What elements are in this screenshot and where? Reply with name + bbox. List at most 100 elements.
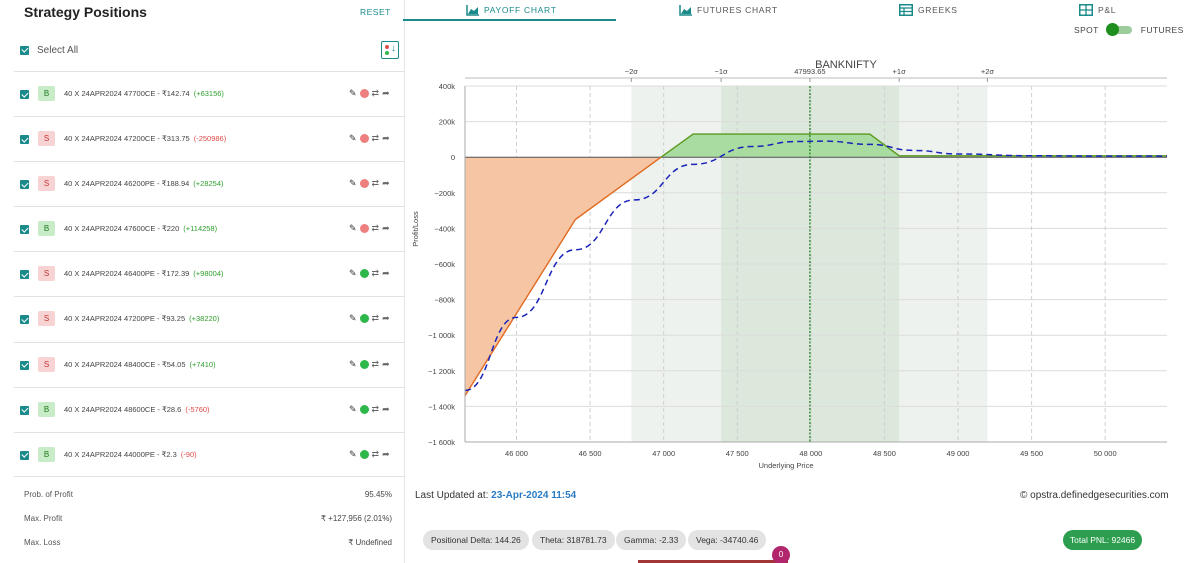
position-checkbox[interactable] — [20, 315, 29, 325]
tab-label: PAYOFF CHART — [484, 5, 557, 15]
position-row[interactable]: B 40 X 24APR2024 44000PE - ₹2.3 (-90) ✎ ⇄ ➦ — [14, 431, 405, 477]
side-badge: S — [38, 176, 55, 192]
position-checkbox[interactable] — [20, 135, 29, 145]
position-row[interactable]: S 40 X 24APR2024 47200CE - ₹313.75 (-25098… — [14, 116, 405, 161]
x-tick-label: 50 000 — [1094, 449, 1117, 458]
status-dot-icon[interactable] — [359, 269, 369, 279]
status-dot-icon[interactable] — [359, 404, 369, 414]
position-checkbox[interactable] — [20, 90, 29, 99]
position-description: 40 X 24APR2024 47200PE - ₹93.25 (+38220) — [64, 314, 219, 323]
position-row[interactable]: S 40 X 24APR2024 47200PE - ₹93.25 (+38220)… — [14, 296, 405, 341]
edit-icon[interactable]: ✎ — [349, 313, 357, 324]
edit-icon[interactable]: ✎ — [349, 358, 357, 369]
spot-label: 47993.65 — [794, 67, 825, 76]
grid-icon — [1079, 4, 1093, 16]
y-tick-label: −400k — [434, 224, 455, 233]
edit-icon[interactable]: ✎ — [349, 133, 357, 144]
status-dot-icon[interactable] — [359, 89, 369, 98]
exit-icon[interactable]: ➦ — [382, 133, 390, 144]
swap-icon[interactable]: ⇄ — [371, 178, 380, 189]
position-checkbox[interactable] — [20, 225, 29, 235]
exit-icon[interactable]: ➦ — [382, 448, 390, 459]
exit-icon[interactable]: ➦ — [382, 178, 390, 189]
swap-icon[interactable]: ⇄ — [371, 223, 380, 234]
position-row[interactable]: S 40 X 24APR2024 48400CE - ₹54.05 (+7410) ✎… — [14, 341, 405, 387]
exit-icon[interactable]: ➦ — [382, 223, 390, 234]
position-row[interactable]: B 40 X 24APR2024 48600CE - ₹28.6 (-5760) ✎ ⇄… — [14, 386, 405, 432]
position-row[interactable]: B 40 X 24APR2024 47700CE - ₹142.74 (+63156… — [14, 71, 405, 116]
y-tick-label: 0 — [451, 153, 455, 162]
status-dot-icon[interactable] — [359, 449, 369, 459]
position-checkbox[interactable] — [20, 360, 29, 370]
position-row[interactable]: B 40 X 24APR2024 47600CE - ₹220 (+114258) ✎… — [14, 206, 405, 251]
status-dot-icon[interactable] — [359, 179, 369, 189]
position-pnl: (+7410) — [189, 359, 216, 369]
stat-value: ₹ +127,956 (2.01%) — [320, 514, 392, 523]
position-checkbox[interactable] — [20, 405, 29, 415]
x-tick-label: 46 500 — [579, 449, 602, 458]
tab-greeks[interactable]: GREEKS — [899, 0, 958, 20]
position-description: 40 X 24APR2024 44000PE - ₹2.3 (-90) — [64, 450, 197, 459]
position-checkbox[interactable] — [20, 180, 29, 190]
sigma-label: −1σ — [714, 67, 728, 76]
exit-icon[interactable]: ➦ — [382, 358, 390, 369]
position-row[interactable]: S 40 X 24APR2024 46400PE - ₹172.39 (+98004… — [14, 251, 405, 296]
position-actions: ✎ ⇄ ➦ — [349, 404, 390, 415]
stat-label: Prob. of Profit — [24, 490, 73, 499]
sort-button[interactable]: ↓ — [381, 41, 399, 59]
tab-payoff-chart[interactable]: PAYOFF CHART — [466, 0, 557, 20]
status-dot-icon[interactable] — [359, 224, 369, 234]
toggle-switch[interactable] — [1105, 23, 1132, 36]
swap-icon[interactable]: ⇄ — [371, 268, 380, 279]
edit-icon[interactable]: ✎ — [349, 448, 357, 459]
tab-pnl[interactable]: P&L — [1079, 0, 1116, 20]
edit-icon[interactable]: ✎ — [349, 178, 357, 189]
y-tick-label: −1 600k — [428, 438, 455, 447]
y-axis-label: Profit/Loss — [411, 211, 420, 247]
exit-icon[interactable]: ➦ — [382, 403, 390, 414]
position-row[interactable]: S 40 X 24APR2024 46200PE - ₹188.94 (+28254… — [14, 161, 405, 206]
swap-icon[interactable]: ⇄ — [371, 448, 380, 459]
swap-icon[interactable]: ⇄ — [371, 88, 380, 98]
exit-icon[interactable]: ➦ — [382, 313, 390, 324]
side-badge: B — [38, 86, 55, 101]
select-all[interactable]: Select All — [20, 40, 78, 60]
spot-futures-toggle[interactable]: SPOT FUTURES — [1074, 23, 1184, 37]
copyright-link[interactable]: © opstra.definedgesecurities.com — [1020, 490, 1169, 501]
status-dot-icon[interactable] — [359, 314, 369, 324]
swap-icon[interactable]: ⇄ — [371, 313, 380, 324]
edit-icon[interactable]: ✎ — [349, 223, 357, 234]
table-icon — [899, 4, 913, 16]
position-description: 40 X 24APR2024 48400CE - ₹54.05 (+7410) — [64, 360, 216, 369]
position-actions: ✎ ⇄ ➦ — [349, 88, 390, 99]
expiry-line-profit — [660, 133, 1167, 158]
toggle-knob[interactable] — [1105, 23, 1119, 36]
tab-futures-chart[interactable]: FUTURES CHART — [679, 0, 778, 20]
x-tick-label: 47 500 — [726, 449, 749, 458]
stat-value: ₹ Undefined — [348, 538, 392, 547]
side-badge: S — [38, 131, 55, 147]
swap-icon[interactable]: ⇄ — [371, 358, 380, 369]
total-pnl-badge: Total PNL: 92466 — [1063, 530, 1142, 550]
swap-icon[interactable]: ⇄ — [371, 133, 380, 144]
position-checkbox[interactable] — [20, 450, 29, 460]
exit-icon[interactable]: ➦ — [382, 88, 390, 98]
position-text: 40 X 24APR2024 47200CE - ₹313.75 — [64, 134, 190, 144]
edit-icon[interactable]: ✎ — [349, 268, 357, 279]
status-dot-icon[interactable] — [359, 359, 369, 369]
reset-button[interactable]: RESET — [360, 7, 391, 17]
swap-icon[interactable]: ⇄ — [371, 403, 380, 414]
select-all-checkbox[interactable] — [20, 45, 29, 55]
gamma-chip: Gamma: -2.33 — [616, 530, 687, 550]
position-pnl: (+98004) — [193, 269, 224, 279]
futures-label: FUTURES — [1140, 25, 1184, 35]
edit-icon[interactable]: ✎ — [349, 403, 357, 414]
edit-icon[interactable]: ✎ — [349, 88, 357, 98]
status-dot-icon[interactable] — [359, 134, 369, 144]
notification-badge[interactable]: 0 — [772, 546, 790, 563]
max-profit: Max. Profit ₹ +127,956 (2.01%) — [24, 514, 392, 538]
exit-icon[interactable]: ➦ — [382, 268, 390, 279]
tab-label: FUTURES CHART — [697, 5, 778, 15]
position-pnl: (+63156) — [193, 89, 224, 98]
position-checkbox[interactable] — [20, 270, 29, 280]
